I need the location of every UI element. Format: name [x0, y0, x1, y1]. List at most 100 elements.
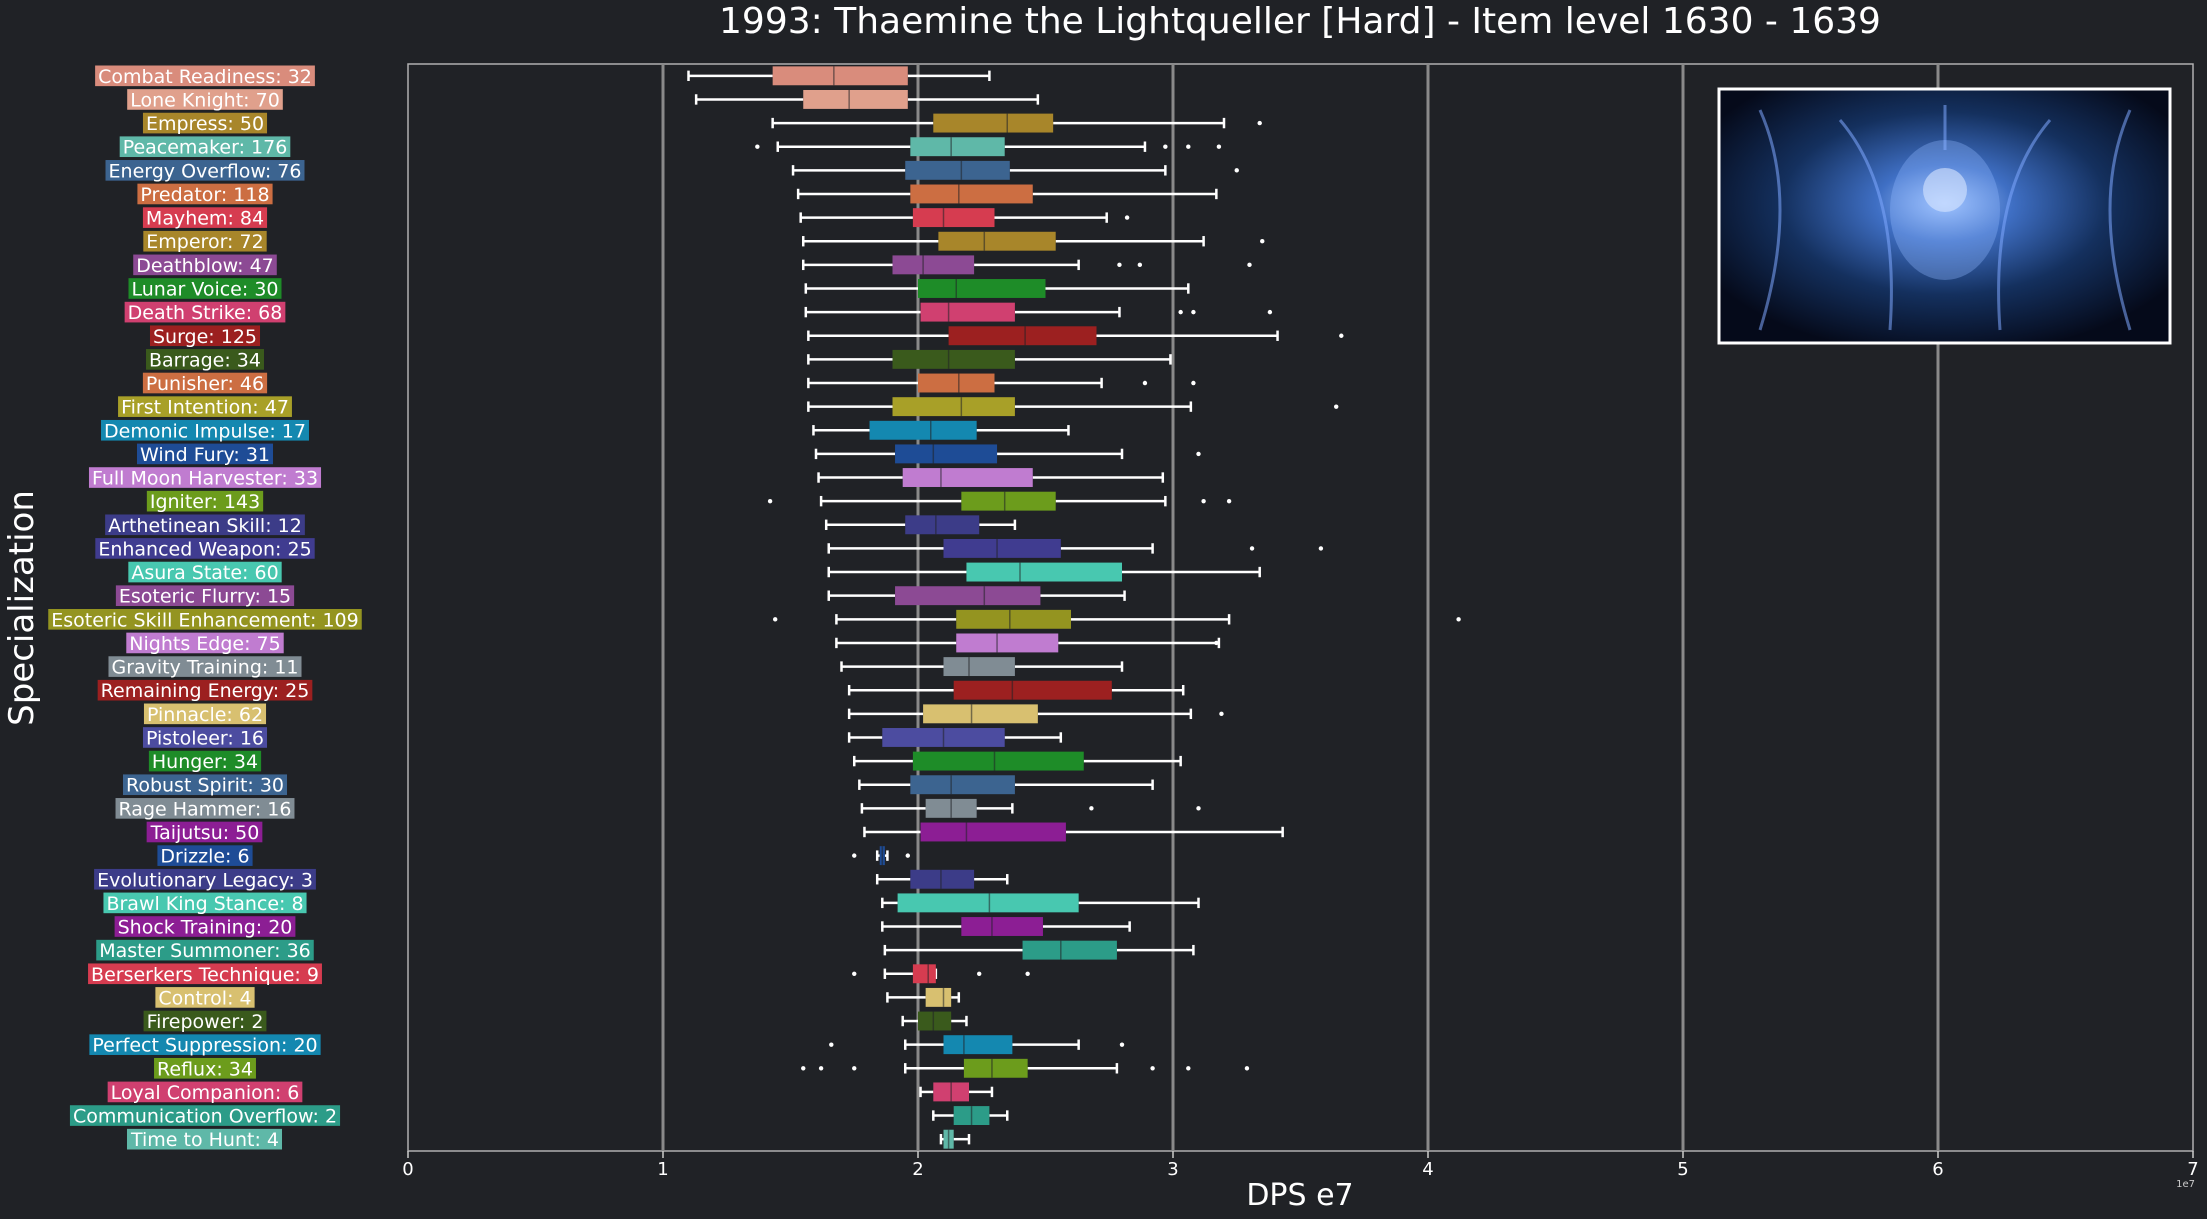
category-label-text: Taijutsu: 50 [150, 822, 260, 844]
box-plot [858, 775, 1154, 795]
iqr-box [918, 1011, 952, 1031]
iqr-box [920, 302, 1015, 322]
category-label-text: Arthetinean Skill: 12 [108, 515, 302, 537]
box-plot [852, 964, 1030, 984]
category-label: Esoteric Flurry: 15 [115, 585, 295, 608]
iqr-box [910, 137, 1005, 157]
category-label-text: Reflux: 34 [157, 1058, 253, 1080]
box-plot [824, 515, 1017, 535]
x-tick-label: 4 [1422, 1159, 1433, 1180]
category-label: Brawl King Stance: 8 [103, 892, 307, 915]
box-plot [919, 1082, 994, 1102]
category-label-text: Shock Training: 20 [118, 917, 293, 939]
category-label: Pistoleer: 16 [142, 727, 268, 749]
category-label-text: Loyal Companion: 6 [111, 1082, 300, 1104]
iqr-box [938, 231, 1056, 251]
outlier-point [1456, 617, 1461, 622]
category-label-text: Energy Overflow: 76 [109, 160, 302, 182]
outlier-point [1244, 1066, 1250, 1071]
box-plot [771, 113, 1262, 133]
category-label: Berserkers Technique: 9 [88, 963, 322, 986]
category-label-bg [128, 561, 282, 583]
iqr-box [912, 964, 936, 984]
category-label-text: First Intention: 47 [121, 397, 289, 419]
outlier-point [1334, 404, 1339, 409]
outlier-point [1124, 215, 1130, 220]
category-label: Combat Readiness: 32 [95, 65, 315, 88]
category-label-text: Berserkers Technique: 9 [91, 964, 319, 986]
iqr-box [892, 349, 1015, 369]
iqr-box [1022, 940, 1117, 960]
category-label: Rage Hammer: 16 [115, 798, 295, 820]
category-label-bg [148, 750, 262, 772]
category-label-text: Evolutionary Legacy: 3 [97, 869, 313, 891]
box-plot [807, 349, 1172, 369]
category-label-text: Lone Knight: 70 [130, 89, 280, 111]
outlier-point [767, 498, 773, 504]
category-label: Deathblow: 47 [133, 254, 277, 277]
outlier-point [1339, 333, 1344, 338]
category-label: Lone Knight: 70 [127, 89, 283, 111]
iqr-box [943, 657, 1015, 677]
category-label: Esoteric Skill Enhancement: 109 [48, 609, 362, 631]
iqr-box [943, 538, 1061, 558]
x-offset-label: 1e7 [2176, 1179, 2195, 1190]
outlier-point [852, 853, 857, 858]
category-label-bg [143, 230, 267, 252]
box-plot [827, 562, 1261, 582]
category-label-bg [143, 703, 267, 725]
category-label: Drizzle: 6 [157, 845, 253, 868]
category-label-bg [119, 136, 291, 158]
category-label-bg [149, 325, 261, 347]
box-plot [835, 633, 1221, 653]
category-label-text: Rage Hammer: 16 [119, 798, 292, 820]
category-label-bg [126, 1128, 283, 1150]
box-plot [847, 728, 1063, 747]
category-label: Full Moon Harvester: 33 [88, 467, 322, 490]
iqr-box [966, 562, 1122, 582]
category-label-text: Esoteric Skill Enhancement: 109 [51, 609, 359, 631]
category-label-bg [146, 349, 264, 370]
category-label-bg [94, 868, 316, 890]
box-plot [827, 538, 1324, 558]
iqr-box [953, 680, 1112, 700]
category-label-text: Full Moon Harvester: 33 [92, 468, 318, 490]
box-plot [802, 231, 1265, 251]
category-label-text: Time to Hunt: 4 [130, 1129, 279, 1151]
x-tick-label: 0 [402, 1159, 413, 1180]
category-label-bg [142, 112, 268, 134]
outlier-point [852, 1066, 857, 1071]
box-plot [817, 468, 1165, 487]
category-label-text: Pistoleer: 16 [146, 727, 264, 749]
category-label: Nights Edge: 75 [126, 632, 284, 655]
category-label: Loyal Companion: 6 [107, 1081, 303, 1104]
box-plot [791, 160, 1239, 180]
box-plot [883, 940, 1195, 960]
outlier-point [818, 1066, 824, 1071]
category-label: Pinnacle: 62 [143, 703, 267, 726]
category-label-bg [137, 183, 273, 205]
category-label: Robust Spirit: 30 [122, 774, 288, 797]
category-label: Asura State: 60 [128, 561, 282, 584]
box-plot [807, 397, 1339, 417]
box-plot [860, 798, 1201, 818]
category-label: Mayhem: 84 [142, 207, 268, 230]
box-plot [875, 869, 1009, 889]
box-plot [886, 987, 961, 1007]
category-label-bg [126, 632, 284, 654]
category-label: Remaining Energy: 25 [97, 679, 313, 702]
category-label-text: Empress: 50 [146, 113, 264, 135]
category-label-bg [103, 892, 307, 914]
box-plot [853, 751, 1182, 771]
box-plot [804, 279, 1190, 298]
box-plot [802, 255, 1252, 275]
category-label-bg [142, 207, 268, 228]
category-label-bg [155, 987, 255, 1008]
category-label-bg [88, 467, 322, 488]
category-label-bg [136, 443, 274, 465]
box-plot [801, 1058, 1250, 1078]
box-plot [796, 184, 1218, 204]
iqr-box [803, 89, 908, 109]
outlier-point [1234, 168, 1239, 173]
